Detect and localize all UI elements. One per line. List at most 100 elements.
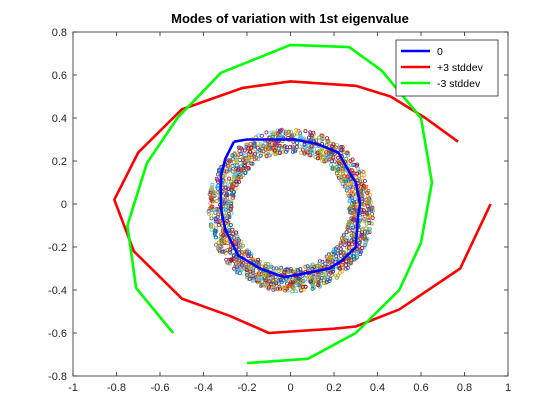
scatter-point — [348, 177, 353, 182]
scatter-point — [259, 133, 264, 138]
scatter-point — [211, 208, 216, 213]
scatter-point — [365, 191, 370, 196]
scatter-point — [264, 130, 269, 135]
scatter-point — [323, 261, 328, 266]
scatter-point — [249, 161, 254, 166]
scatter-point — [307, 275, 312, 280]
scatter-point — [244, 142, 249, 147]
scatter-point — [336, 167, 341, 172]
scatter-point — [247, 149, 252, 154]
scatter-point — [225, 247, 230, 252]
scatter-point — [245, 167, 250, 172]
scatter-point — [211, 224, 216, 229]
scatter-point — [293, 278, 298, 283]
scatter-point — [327, 157, 332, 162]
scatter-point — [351, 234, 356, 239]
scatter-point — [346, 221, 351, 226]
scatter-point — [314, 138, 319, 143]
scatter-point — [277, 150, 282, 155]
scatter-point — [249, 252, 254, 257]
scatter-point — [310, 151, 315, 156]
scatter-point — [266, 279, 271, 284]
scatter-point — [255, 141, 260, 146]
scatter-point — [310, 262, 315, 267]
scatter-point — [338, 159, 343, 164]
scatter-point — [367, 206, 372, 211]
scatter-point — [350, 168, 355, 173]
scatter-point — [367, 199, 372, 204]
x-tick-label: 0.2 — [326, 382, 341, 394]
scatter-point — [285, 147, 290, 152]
scatter-point — [269, 130, 274, 135]
scatter-point — [322, 275, 327, 280]
scatter-point — [230, 186, 235, 191]
scatter-point — [325, 141, 330, 146]
scatter-point — [223, 213, 228, 218]
scatter-point — [340, 251, 345, 256]
scatter-point — [209, 197, 214, 202]
scatter-point — [237, 145, 242, 150]
scatter-point — [370, 208, 375, 213]
scatter-point — [349, 238, 354, 243]
scatter-point — [240, 158, 245, 163]
scatter-point — [303, 284, 308, 289]
scatter-point — [335, 273, 340, 278]
scatter-point — [293, 147, 298, 152]
scatter-point — [213, 230, 218, 235]
scatter-point — [262, 282, 267, 287]
scatter-point — [218, 236, 223, 241]
scatter-point — [210, 182, 215, 187]
x-tick-label: 0.4 — [370, 382, 385, 394]
scatter-point — [243, 266, 248, 271]
scatter-point — [357, 244, 362, 249]
scatter-point — [344, 230, 349, 235]
scatter-point — [267, 142, 272, 147]
scatter-point — [346, 173, 351, 178]
scatter-point — [273, 286, 278, 291]
scatter-point — [369, 212, 374, 217]
scatter-point — [333, 246, 338, 251]
scatter-point — [316, 283, 321, 288]
scatter-point — [330, 269, 335, 274]
scatter-point — [228, 206, 233, 211]
scatter-point — [310, 135, 315, 140]
scatter-point — [223, 185, 228, 190]
scatter-point — [366, 188, 371, 193]
plot-area: -1 -0.8 -0.6 -0.4 -0.2 0 0.2 0.4 0.6 0.8 1-0.8-0.6… — [48, 27, 511, 394]
scatter-point — [262, 283, 267, 288]
scatter-point — [346, 242, 351, 247]
scatter-point — [224, 169, 229, 174]
scatter-point — [290, 289, 295, 294]
scatter-point — [271, 283, 276, 288]
scatter-point — [242, 162, 247, 167]
scatter-point — [227, 176, 232, 181]
x-tick-label: 1 — [505, 382, 511, 394]
scatter-point — [237, 176, 242, 181]
scatter-point — [311, 147, 316, 152]
scatter-point — [232, 190, 237, 195]
scatter-point — [327, 260, 332, 265]
scatter-point — [208, 224, 213, 229]
scatter-point — [214, 199, 219, 204]
scatter-point — [256, 271, 261, 276]
legend-label-0: 0 — [437, 46, 443, 58]
scatter-point — [302, 151, 307, 156]
scatter-point — [347, 182, 352, 187]
series-line-0 — [219, 138, 362, 279]
scatter-point — [220, 229, 225, 234]
legend-label-2: -3 stddev — [437, 78, 481, 90]
scatter-point — [255, 148, 260, 153]
scatter-point — [359, 232, 364, 237]
scatter-point — [262, 273, 267, 278]
scatter-point — [235, 261, 240, 266]
y-tick-label: -0.2 — [48, 242, 67, 254]
scatter-point — [236, 167, 241, 172]
legend: 0 +3 stddev -3 stddev — [395, 39, 499, 97]
scatter-point — [339, 148, 344, 153]
scatter-point — [290, 144, 295, 149]
scatter-point — [355, 251, 360, 256]
scatter-point — [369, 221, 374, 226]
scatter-point — [345, 186, 350, 191]
scatter-point — [360, 226, 365, 231]
